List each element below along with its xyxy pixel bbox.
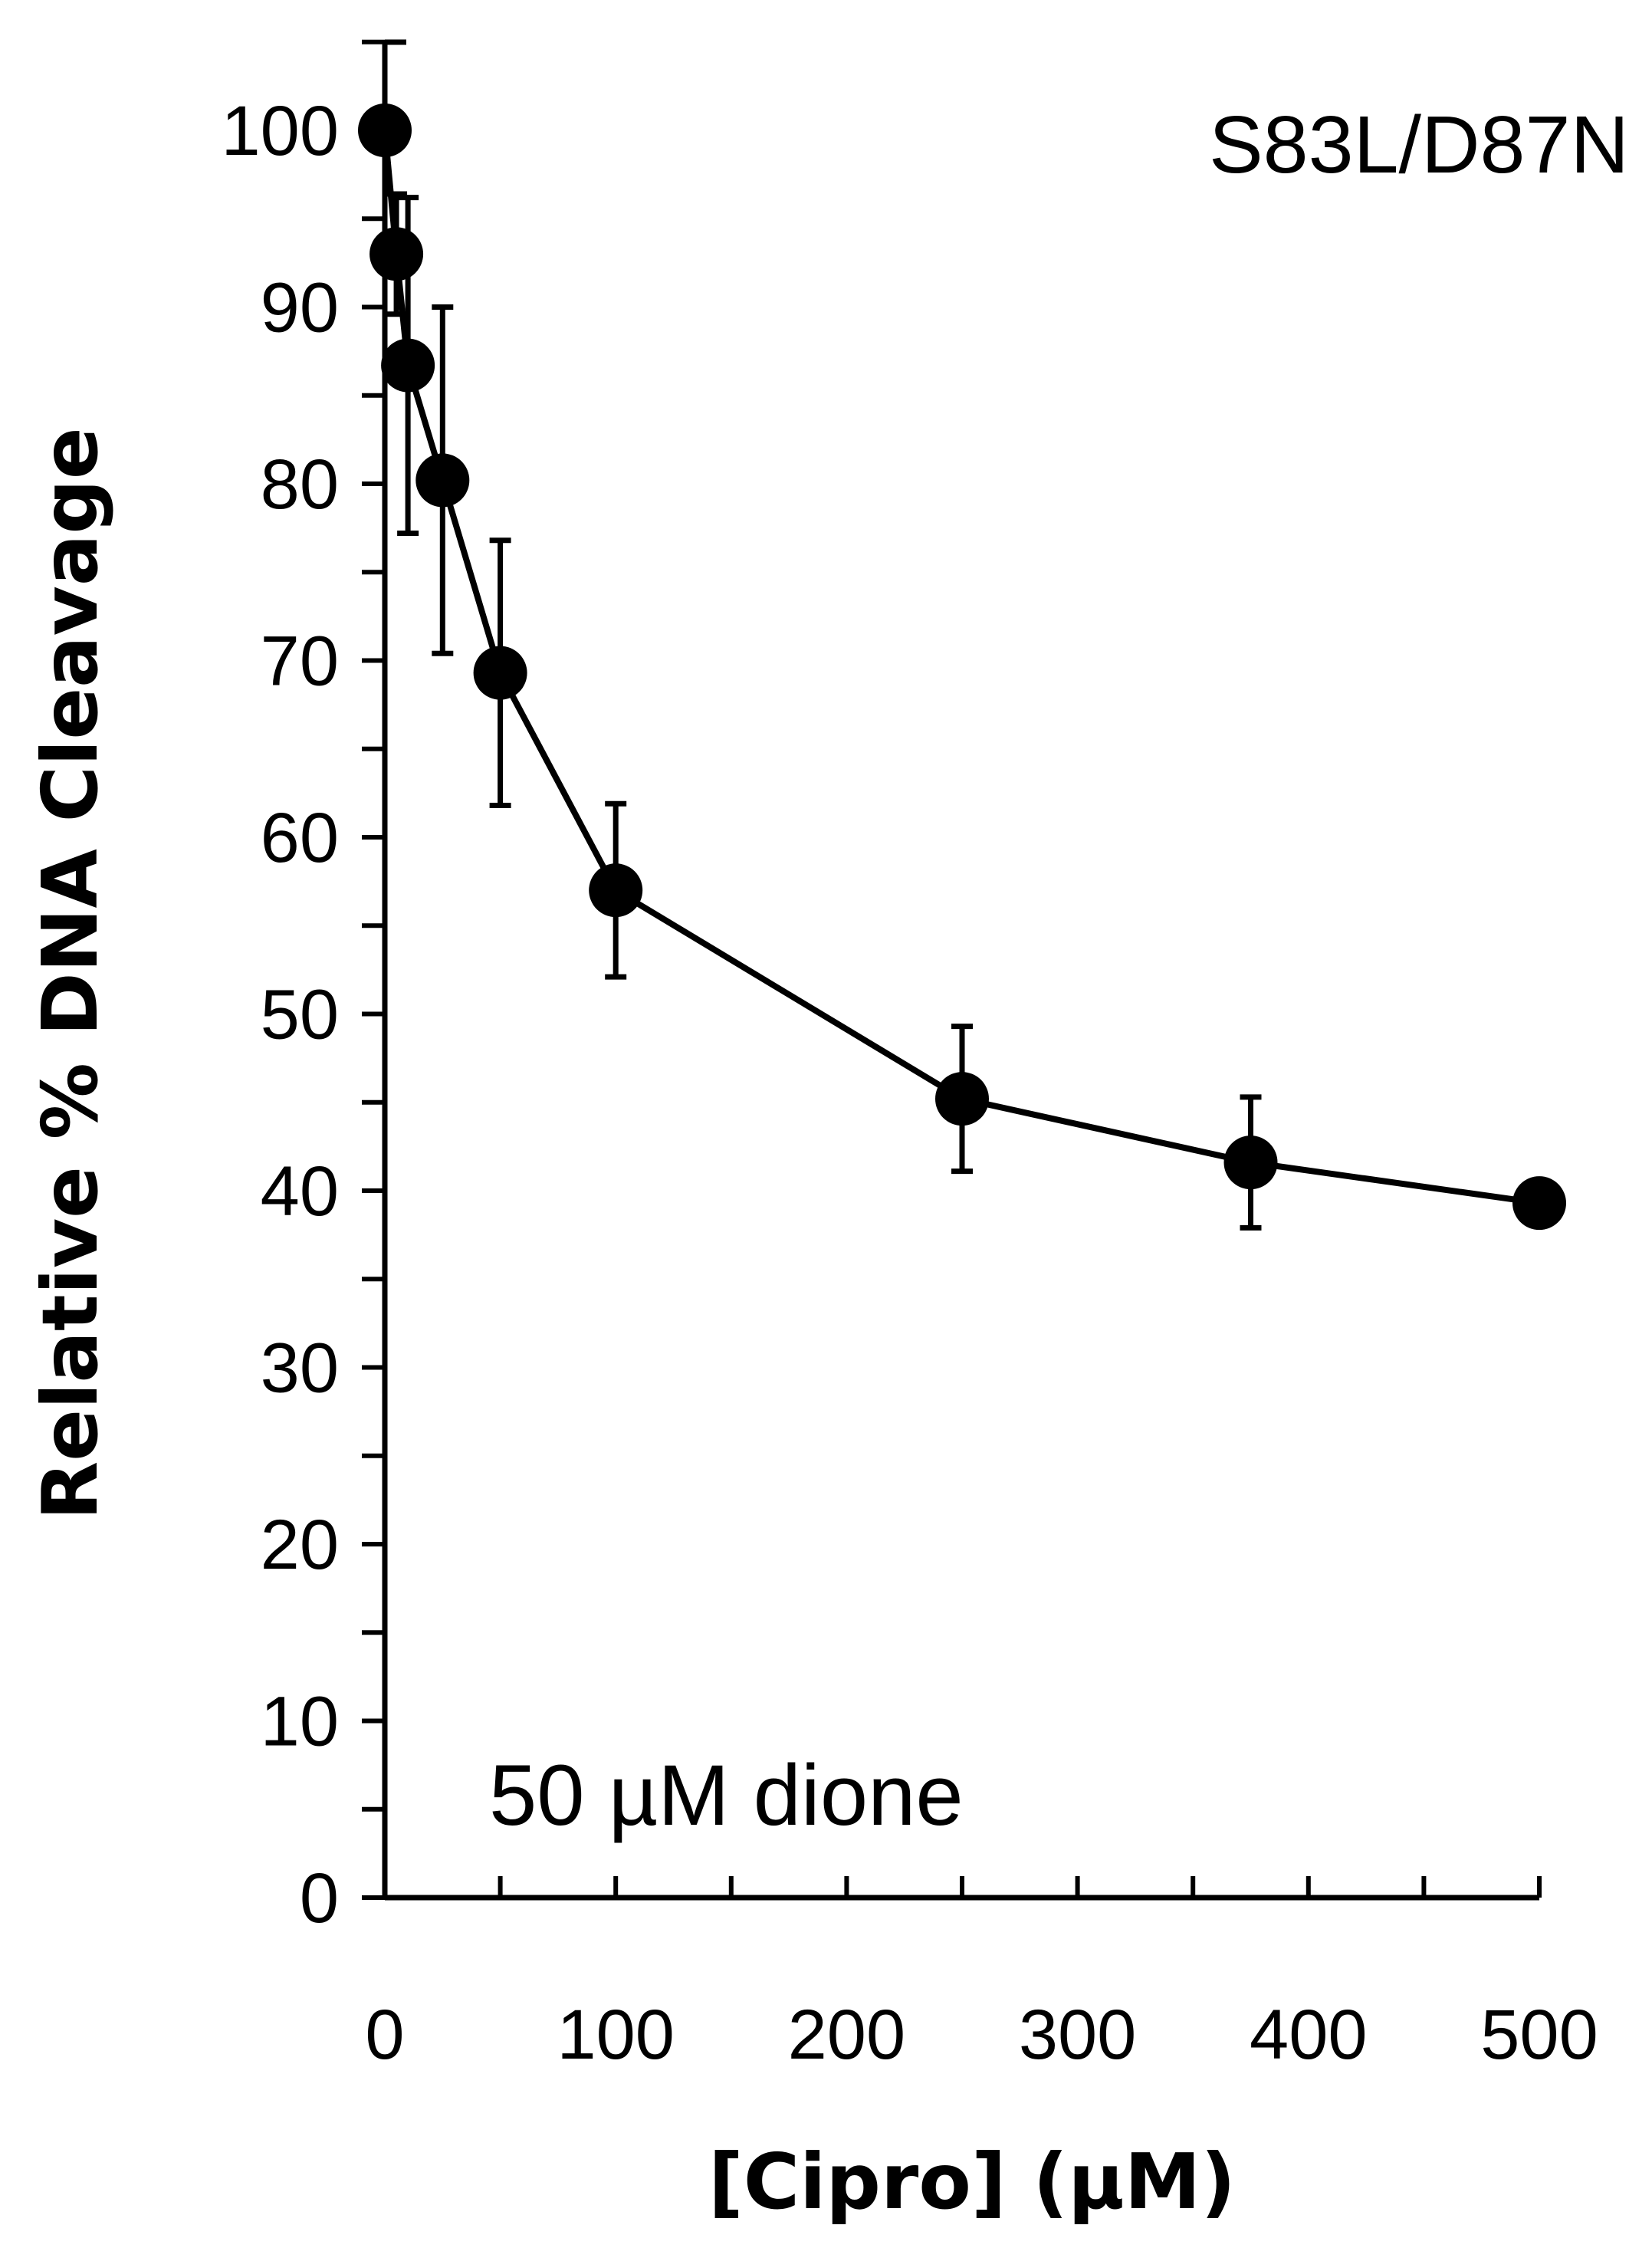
x-tick-label: 100 — [557, 1996, 675, 2074]
y-tick-label: 30 — [261, 1329, 339, 1408]
y-tick-label: 70 — [261, 623, 339, 701]
data-point — [589, 863, 643, 918]
axes — [362, 39, 1542, 1901]
data-point — [1512, 1176, 1566, 1231]
y-tick-label: 90 — [261, 269, 339, 347]
data-point — [1223, 1136, 1278, 1190]
y-tick-label: 40 — [261, 1152, 339, 1231]
y-tick-label: 10 — [261, 1683, 339, 1761]
y-tick-labels: 0 10 20 30 40 50 60 70 80 90 100 — [222, 92, 340, 1937]
x-axis-title: [Cipro] (µM) — [708, 2137, 1236, 2227]
x-tick-label: 400 — [1250, 1996, 1368, 2074]
x-tick-label: 300 — [1019, 1996, 1137, 2074]
data-markers — [358, 104, 1566, 1231]
data-point — [358, 104, 412, 157]
y-tick-label: 80 — [261, 445, 339, 524]
x-tick-labels: 0 100 200 300 400 500 — [365, 1996, 1598, 2074]
y-axis-title: Relative % DNA Cleavage — [25, 427, 115, 1520]
data-point — [381, 338, 435, 393]
annotation-dione: 50 µM dione — [489, 1747, 964, 1843]
annotation-variant: S83L/D87N — [1209, 100, 1629, 190]
data-point — [415, 453, 470, 508]
y-tick-label: 50 — [261, 976, 339, 1054]
data-point — [473, 646, 527, 700]
x-tick-label: 0 — [365, 1996, 404, 2074]
y-tick-label: 60 — [261, 799, 339, 877]
data-point — [935, 1072, 989, 1126]
y-tick-label: 0 — [300, 1859, 339, 1937]
y-tick-label: 100 — [222, 92, 340, 170]
x-tick-label: 200 — [788, 1996, 906, 2074]
y-tick-label: 20 — [261, 1506, 339, 1584]
x-tick-label: 500 — [1480, 1996, 1598, 2074]
data-point — [369, 227, 424, 281]
